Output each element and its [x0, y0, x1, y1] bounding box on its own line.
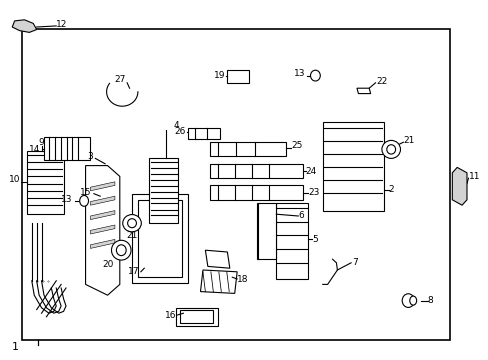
Text: 23: 23: [307, 188, 319, 197]
Ellipse shape: [127, 219, 136, 228]
Bar: [138, 200, 182, 277]
Bar: [44, 137, 90, 160]
Bar: [132, 194, 188, 283]
Text: 25: 25: [290, 141, 302, 150]
Text: 7: 7: [351, 258, 357, 267]
Bar: [149, 158, 178, 223]
Polygon shape: [200, 270, 237, 293]
Text: 13: 13: [293, 69, 305, 78]
Ellipse shape: [401, 294, 414, 307]
Ellipse shape: [381, 140, 400, 158]
Bar: [27, 151, 63, 214]
Bar: [188, 128, 220, 139]
Bar: [322, 122, 383, 211]
Ellipse shape: [122, 215, 141, 232]
Ellipse shape: [310, 70, 320, 81]
Polygon shape: [356, 88, 370, 94]
Text: 18: 18: [237, 275, 248, 284]
Bar: [22, 29, 449, 340]
Text: 19: 19: [214, 71, 225, 80]
Bar: [210, 185, 303, 200]
Text: 17: 17: [127, 267, 139, 276]
Polygon shape: [85, 166, 120, 295]
Text: 10: 10: [9, 175, 20, 184]
Text: 6: 6: [298, 211, 304, 220]
Text: 24: 24: [305, 166, 316, 175]
Text: 21: 21: [126, 231, 138, 240]
Ellipse shape: [111, 240, 131, 260]
Bar: [210, 164, 303, 178]
Text: 2: 2: [388, 184, 394, 194]
Text: 22: 22: [376, 77, 387, 85]
Polygon shape: [256, 203, 276, 259]
Text: 14: 14: [29, 145, 41, 154]
Text: 27: 27: [114, 75, 125, 84]
Text: 5: 5: [311, 235, 317, 244]
Text: 8: 8: [427, 296, 433, 305]
Bar: [176, 308, 217, 326]
Bar: [180, 310, 213, 323]
Polygon shape: [451, 167, 466, 205]
Text: 9: 9: [39, 138, 44, 147]
Text: 4: 4: [173, 122, 179, 130]
Text: 15: 15: [80, 188, 92, 197]
Polygon shape: [90, 182, 115, 191]
Text: 20: 20: [102, 260, 113, 269]
Ellipse shape: [409, 296, 416, 305]
Polygon shape: [90, 239, 115, 248]
Text: 13: 13: [61, 195, 72, 204]
Text: 21: 21: [403, 136, 414, 145]
Polygon shape: [276, 203, 307, 279]
Polygon shape: [90, 211, 115, 220]
Ellipse shape: [386, 145, 395, 154]
Text: 1: 1: [12, 342, 19, 352]
Text: 3: 3: [87, 152, 93, 161]
Ellipse shape: [116, 245, 126, 256]
Text: 11: 11: [468, 172, 479, 181]
Polygon shape: [90, 196, 115, 205]
Text: 16: 16: [164, 310, 176, 320]
Polygon shape: [90, 225, 115, 234]
Bar: [227, 70, 249, 83]
Ellipse shape: [80, 195, 88, 206]
Bar: [210, 142, 285, 156]
Text: 12: 12: [56, 20, 67, 29]
Text: 26: 26: [174, 127, 185, 136]
Polygon shape: [205, 250, 229, 268]
Polygon shape: [12, 20, 37, 32]
